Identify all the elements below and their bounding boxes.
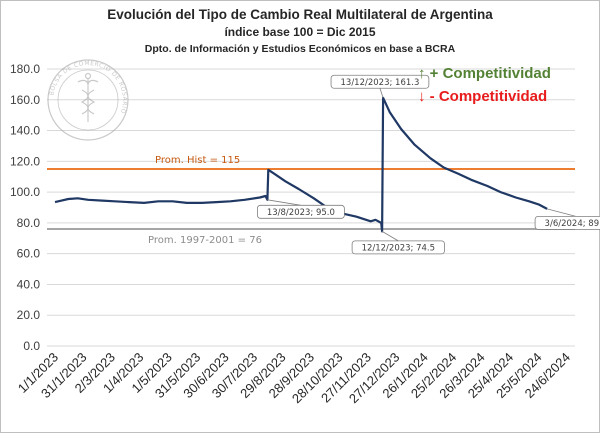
grid-lines [47, 68, 575, 347]
legend-down: ↓ - Competitividad [418, 88, 547, 105]
chart-source: Dpto. de Información y Estudios Económic… [145, 43, 456, 55]
reference-line-label: Prom. Hist = 115 [155, 155, 240, 166]
annotation-leader [267, 199, 301, 206]
annotation-leader [379, 88, 384, 98]
annotation-box [256, 204, 345, 219]
chart-title: Evolución del Tipo de Cambio Real Multil… [107, 7, 493, 22]
legend-up: ↑ + Competitividad [418, 65, 551, 82]
annotation-label: 3/6/2024; 89.1 [545, 219, 600, 229]
y-tick-label: 0.0 [23, 339, 40, 353]
chart-subtitle: índice base 100 = Dic 2015 [224, 25, 375, 39]
caduceus-icon [77, 72, 99, 122]
y-tick-label: 120.0 [10, 154, 40, 168]
x-axis-ticks: 1/1/202331/1/20232/3/20231/4/20231/5/202… [15, 350, 573, 407]
annotation-box [351, 240, 445, 255]
y-tick-label: 100.0 [10, 185, 40, 199]
y-tick-label: 60.0 [17, 247, 41, 261]
y-tick-label: 140.0 [10, 124, 40, 138]
y-tick-label: 20.0 [17, 308, 41, 322]
annotation-label: 12/12/2023; 74.5 [362, 243, 435, 253]
annotation-leader [546, 208, 576, 217]
annotations: 13/12/2023; 161.3 13/8/2023; 95.0 12/12/20… [256, 74, 600, 255]
reference-lines: Prom. Hist = 115 Prom. 1997-2001 = 76 [47, 155, 575, 246]
annotation-label: 13/8/2023; 95.0 [267, 208, 335, 218]
series [54, 96, 548, 233]
y-tick-label: 40.0 [17, 277, 41, 291]
series-line [54, 96, 548, 233]
y-tick-label: 80.0 [17, 216, 41, 230]
annotation-box [534, 215, 600, 230]
annotation-label: 13/12/2023; 161.3 [341, 78, 420, 88]
y-axis-ticks: 0.0 20.0 40.0 60.0 80.0 100.0 120.0 140.0 160.0 1… [10, 62, 40, 353]
legend: ↑ + Competitividad ↓ - Competitividad [418, 65, 551, 105]
y-tick-label: 180.0 [10, 62, 40, 76]
reference-line-label: Prom. 1997-2001 = 76 [148, 235, 262, 246]
annotation-leader [381, 231, 399, 242]
annotation-box [330, 74, 430, 89]
y-tick-label: 160.0 [10, 93, 40, 107]
